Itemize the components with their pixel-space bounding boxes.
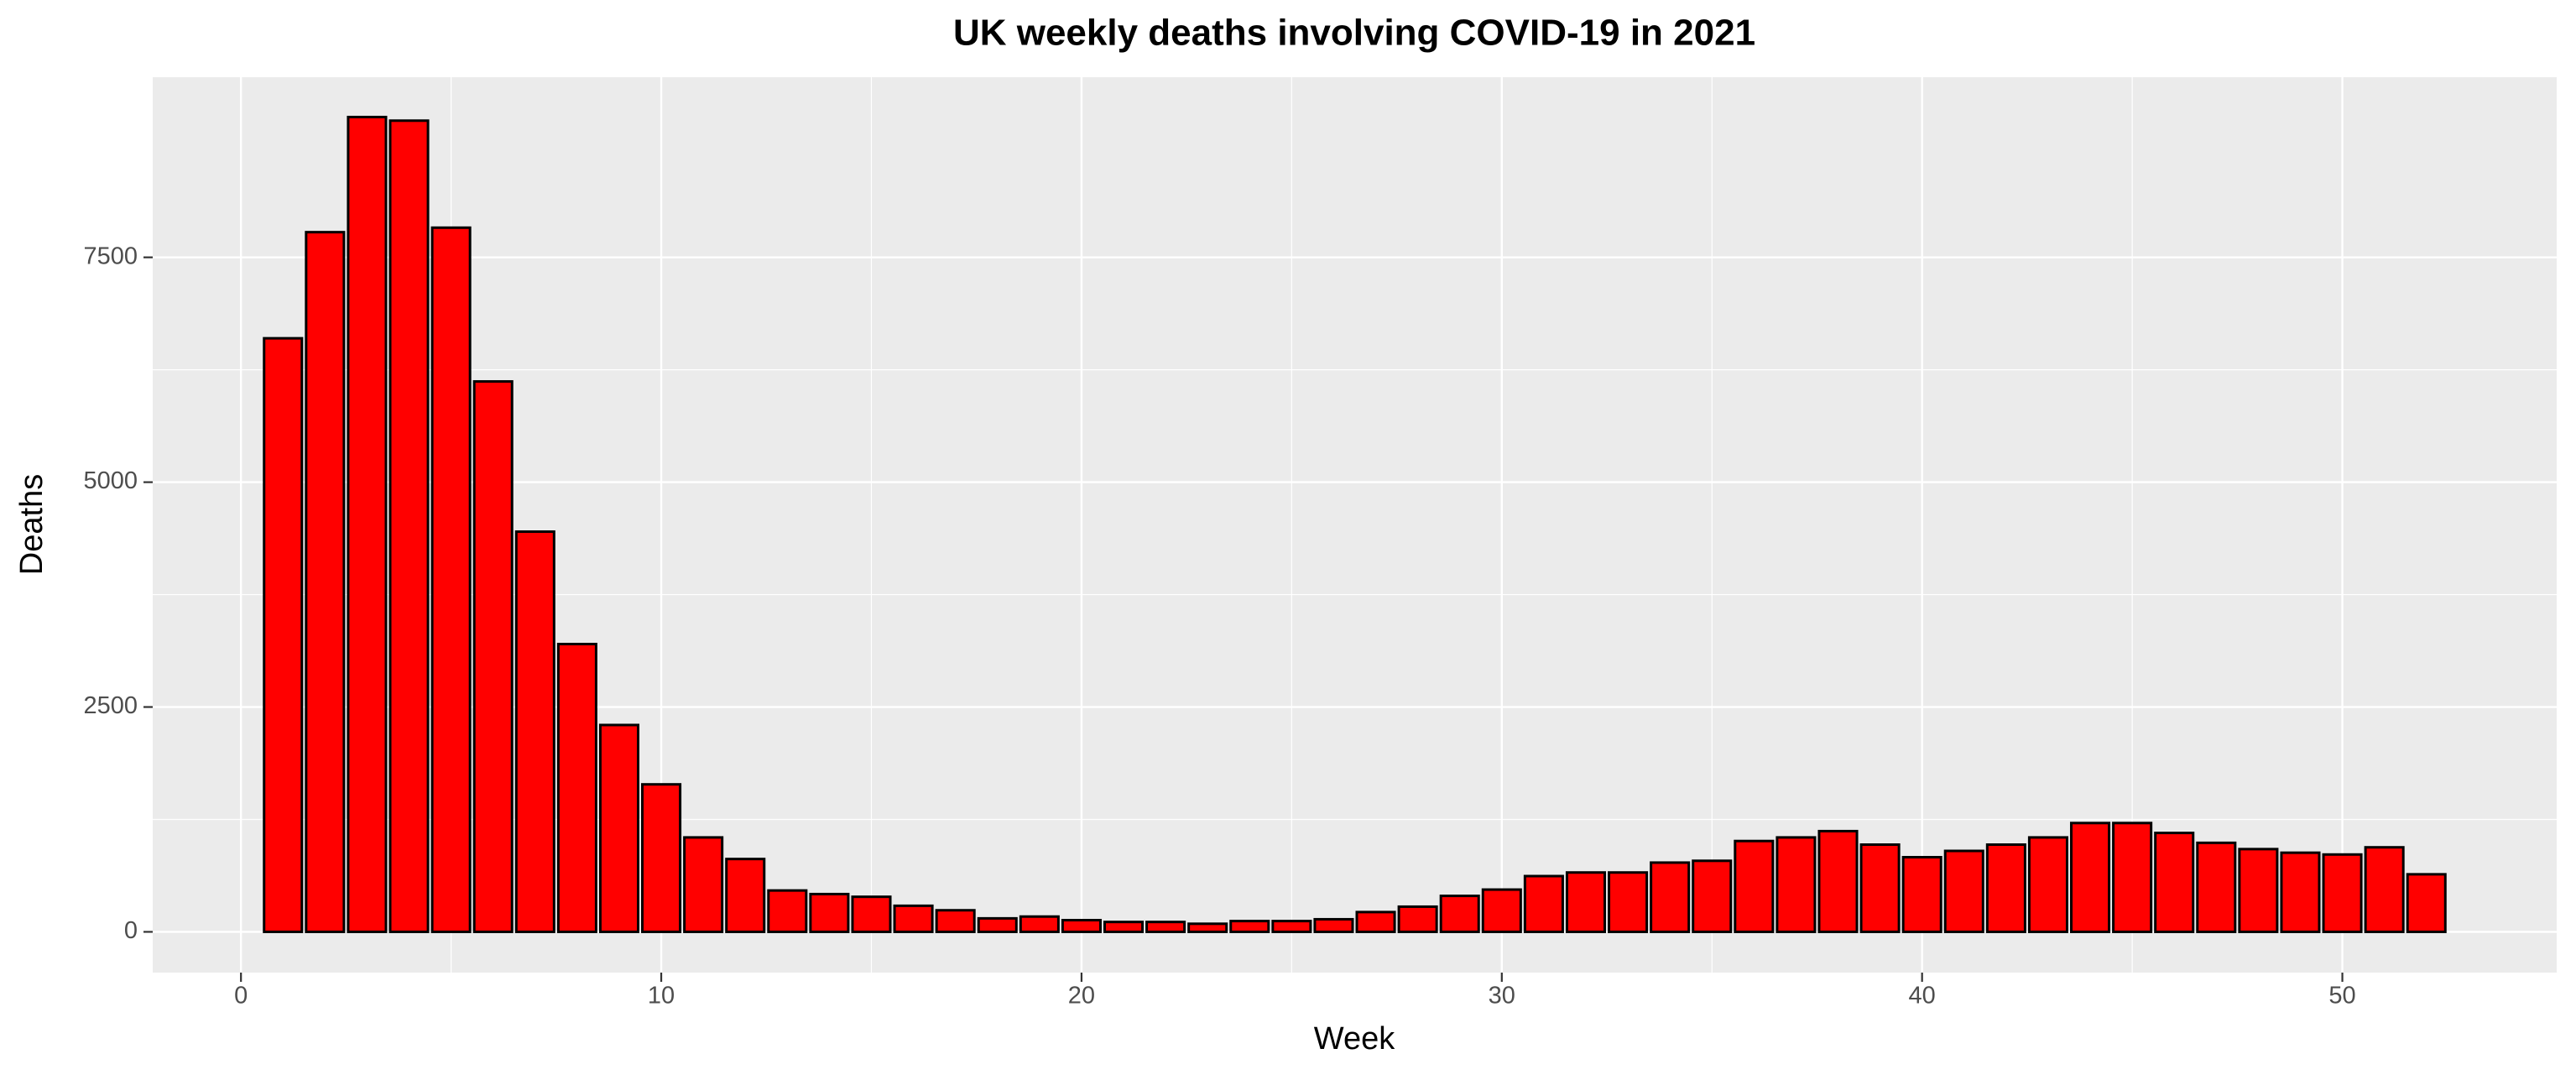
bar	[851, 895, 892, 933]
bar	[1187, 922, 1228, 933]
x-tick-label: 50	[2328, 983, 2355, 1010]
bar	[2280, 851, 2321, 933]
bar	[2238, 848, 2279, 933]
bar	[347, 115, 388, 933]
y-tick-label: 5000	[83, 467, 138, 494]
bar	[725, 858, 766, 933]
bar	[1397, 905, 1438, 933]
bar	[809, 892, 850, 933]
bar	[1859, 843, 1901, 933]
bar	[2154, 832, 2195, 933]
bar	[1523, 874, 1564, 933]
x-axis-title: Week	[1314, 1021, 1395, 1057]
bar	[1734, 839, 1775, 933]
bar	[2364, 846, 2405, 933]
bar	[1692, 859, 1733, 933]
bar	[430, 226, 472, 933]
bar	[1481, 888, 1522, 933]
bar	[1776, 836, 1817, 933]
bar	[641, 783, 682, 933]
x-tick-label: 40	[1909, 983, 1936, 1010]
bar	[2322, 853, 2363, 933]
x-tick-label: 20	[1068, 983, 1095, 1010]
bar	[1901, 855, 1942, 933]
bar	[514, 530, 555, 933]
bar	[1565, 871, 1607, 933]
bar	[2406, 873, 2447, 933]
bar	[1019, 915, 1060, 933]
bar	[1985, 843, 2026, 933]
bar	[263, 337, 304, 933]
panel	[153, 77, 2557, 973]
bar	[1313, 917, 1354, 933]
bar	[305, 231, 346, 933]
bar	[977, 916, 1018, 933]
x-tick-label: 10	[648, 983, 675, 1010]
bar	[767, 889, 808, 933]
y-tick-label: 2500	[83, 692, 138, 719]
bar	[1608, 871, 1649, 933]
x-tick-label: 0	[234, 983, 248, 1010]
bar	[598, 723, 640, 933]
bar	[2069, 822, 2111, 933]
bar	[2027, 836, 2068, 933]
y-tick-label: 7500	[83, 243, 138, 269]
bar	[1650, 861, 1691, 933]
bar	[1355, 910, 1396, 933]
bar	[2112, 822, 2153, 933]
bar	[1229, 920, 1270, 933]
bar	[1271, 920, 1312, 933]
bar	[1103, 921, 1145, 933]
chart-title: UK weekly deaths involving COVID-19 in 2…	[953, 13, 1755, 54]
bar	[683, 836, 724, 933]
bar	[556, 643, 597, 933]
x-tick-label: 30	[1489, 983, 1515, 1010]
bar	[1061, 919, 1102, 933]
bar	[388, 119, 430, 933]
bar	[2196, 841, 2237, 933]
bar	[893, 904, 934, 933]
bar	[472, 380, 514, 933]
bar	[1145, 921, 1186, 933]
bar	[935, 909, 976, 933]
bar	[1439, 895, 1480, 933]
bar	[1817, 829, 1859, 933]
y-axis-title: Deaths	[14, 474, 50, 575]
y-tick-label: 0	[124, 917, 138, 944]
bar	[1943, 849, 1984, 933]
